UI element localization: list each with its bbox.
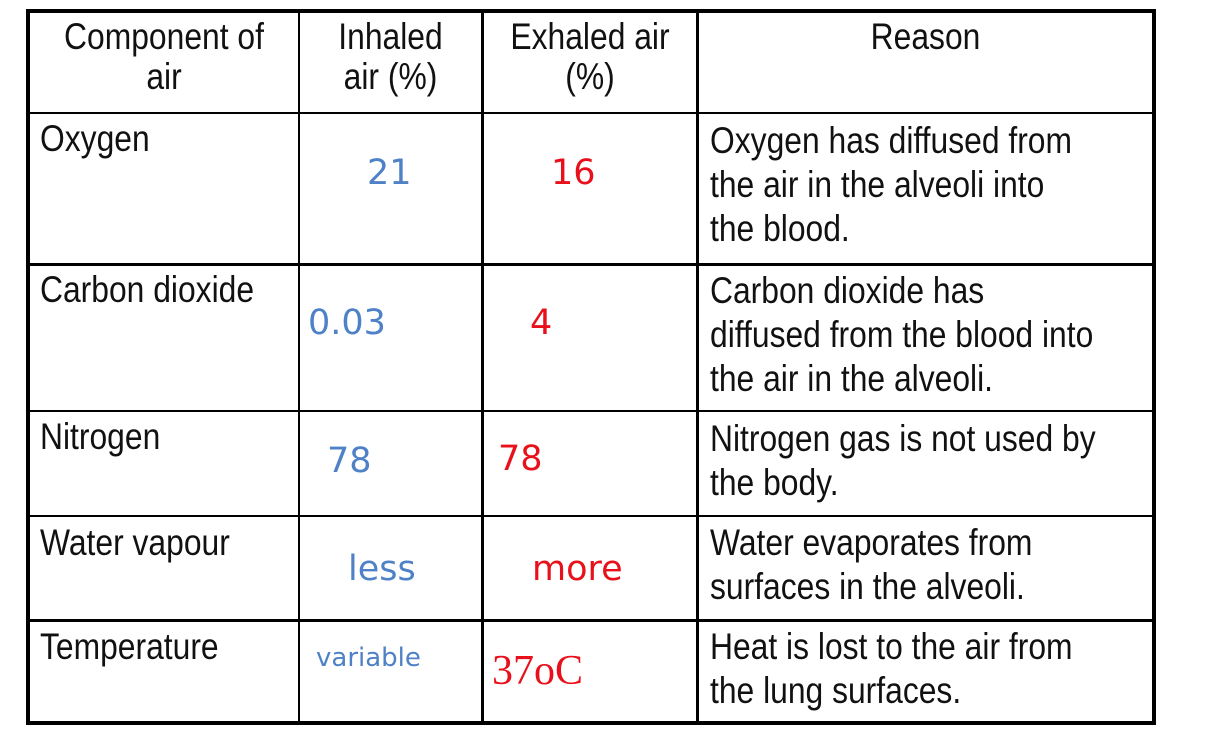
header-reason-label: Reason: [870, 16, 981, 57]
header-inhaled-line2: air (%): [343, 56, 438, 97]
table-row-temperature-component: Temperature: [40, 627, 248, 667]
reason-line: the air in the alveoli into: [710, 164, 1045, 205]
table-row-nitrogen-component: Nitrogen: [40, 417, 180, 457]
inhaled-value: less: [348, 549, 416, 589]
component-name: Nitrogen: [40, 416, 161, 457]
row-divider: [30, 112, 1152, 114]
row-divider: [30, 410, 1152, 412]
table-row-water-vapour-component: Water vapour: [40, 523, 261, 563]
table-row-carbon-dioxide-reason: Carbon dioxide has diffused from the blo…: [710, 269, 1156, 401]
table-row-carbon-dioxide-component: Carbon dioxide: [40, 270, 289, 310]
exhaled-value: 16: [551, 153, 596, 193]
inhaled-value: 21: [367, 153, 412, 193]
component-name: Oxygen: [40, 118, 150, 159]
column-divider: [696, 13, 699, 721]
column-divider: [298, 13, 300, 721]
component-name: Temperature: [40, 626, 219, 667]
header-exhaled-line2: (%): [565, 56, 615, 97]
table-row-nitrogen-reason: Nitrogen gas is not used by the body.: [710, 417, 1158, 505]
row-divider: [30, 619, 1152, 622]
air-composition-table: Component of air Inhaled air (%) Exhaled…: [26, 9, 1156, 725]
reason-line: the air in the alveoli.: [710, 358, 994, 399]
header-exhaled-line1: Exhaled air: [510, 16, 670, 57]
row-divider: [30, 263, 1152, 266]
table-row-temperature-reason: Heat is lost to the air from the lung su…: [710, 625, 1132, 713]
header-component: Component of air: [30, 17, 298, 97]
reason-line: diffused from the blood into: [710, 314, 1094, 355]
reason-line: the body.: [710, 462, 839, 503]
table-row-oxygen-component: Oxygen: [40, 119, 168, 159]
table-row-oxygen-reason: Oxygen has diffused from the air in the …: [710, 119, 1131, 251]
header-exhaled: Exhaled air (%): [484, 17, 696, 97]
header-reason: Reason: [699, 17, 1152, 57]
inhaled-value: 78: [327, 441, 372, 481]
inhaled-value: 0.03: [308, 303, 386, 343]
exhaled-value: 4: [530, 303, 553, 343]
reason-line: Oxygen has diffused from: [710, 120, 1073, 161]
header-component-line2: air: [146, 56, 182, 97]
reason-line: Heat is lost to the air from: [710, 626, 1073, 667]
reason-line: the lung surfaces.: [710, 670, 962, 711]
reason-line: Carbon dioxide has: [710, 270, 985, 311]
header-inhaled: Inhaled air (%): [300, 17, 481, 97]
reason-line: the blood.: [710, 208, 850, 249]
component-name: Carbon dioxide: [40, 269, 255, 310]
component-name: Water vapour: [40, 522, 230, 563]
exhaled-value: more: [532, 549, 623, 589]
reason-line: Water evaporates from: [710, 522, 1033, 563]
column-divider: [481, 13, 484, 721]
table-row-water-vapour-reason: Water evaporates from surfaces in the al…: [710, 521, 1085, 609]
inhaled-value: variable: [316, 643, 421, 673]
reason-line: surfaces in the alveoli.: [710, 566, 1025, 607]
row-divider: [30, 515, 1152, 517]
reason-line: Nitrogen gas is not used by: [710, 418, 1096, 459]
header-component-line1: Component of: [64, 16, 264, 57]
exhaled-value: 78: [498, 439, 543, 479]
header-inhaled-line1: Inhaled: [338, 16, 443, 57]
exhaled-value: 37oC: [492, 648, 584, 694]
